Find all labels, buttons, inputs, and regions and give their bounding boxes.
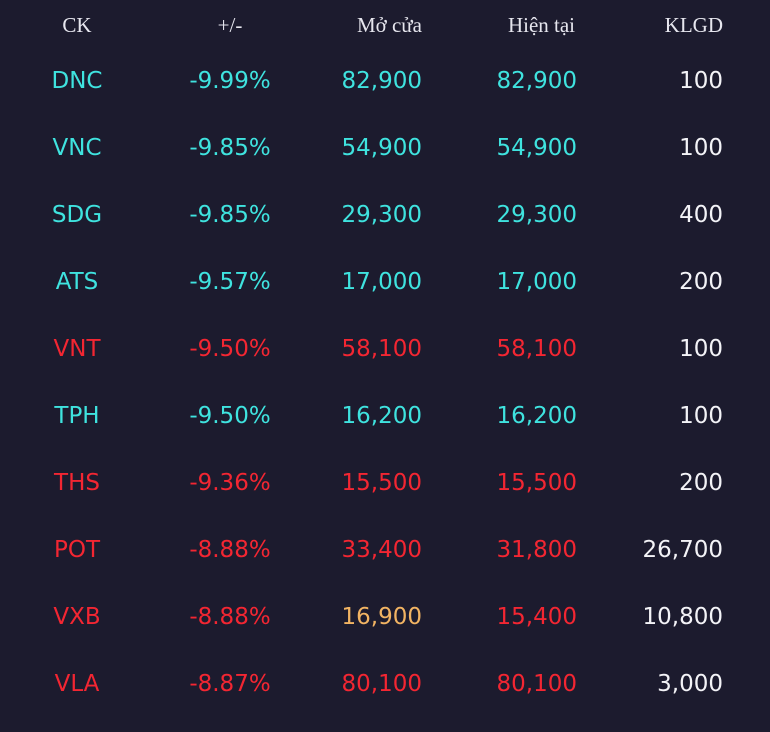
ticker-cell: VNT <box>53 336 101 362</box>
table-row[interactable]: DNC -9.99% 82,900 82,900 100 <box>0 50 770 117</box>
table-row[interactable]: VLA -8.87% 80,100 80,100 3,000 <box>0 653 770 720</box>
ticker-cell: VXB <box>53 604 101 630</box>
current-price-cell: 29,300 <box>496 202 577 228</box>
open-price-cell: 80,100 <box>341 671 422 697</box>
ticker-cell: TPH <box>54 403 100 429</box>
table-row[interactable]: VNC -9.85% 54,900 54,900 100 <box>0 117 770 184</box>
open-price-cell: 54,900 <box>341 135 422 161</box>
table-row[interactable]: VNT -9.50% 58,100 58,100 100 <box>0 318 770 385</box>
volume-cell: 100 <box>679 403 723 429</box>
change-percent-cell: -8.88% <box>189 604 271 630</box>
header-current: Hiện tại <box>507 13 575 37</box>
open-price-cell: 33,400 <box>341 537 422 563</box>
volume-cell: 26,700 <box>642 537 723 563</box>
table-row[interactable]: ATS -9.57% 17,000 17,000 200 <box>0 251 770 318</box>
header-open: Mở cửa <box>356 13 422 37</box>
table-header: CK +/- Mở cửa Hiện tại KLGD <box>0 0 770 50</box>
open-price-cell: 16,900 <box>341 604 422 630</box>
table-row[interactable]: VXB -8.88% 16,900 15,400 10,800 <box>0 586 770 653</box>
volume-cell: 100 <box>679 68 723 94</box>
change-percent-cell: -9.50% <box>189 336 271 362</box>
header-change: +/- <box>217 13 243 37</box>
volume-cell: 100 <box>679 135 723 161</box>
current-price-cell: 58,100 <box>496 336 577 362</box>
change-percent-cell: -8.88% <box>189 537 271 563</box>
change-percent-cell: -9.85% <box>189 135 271 161</box>
volume-cell: 3,000 <box>657 671 723 697</box>
change-percent-cell: -9.85% <box>189 202 271 228</box>
current-price-cell: 82,900 <box>496 68 577 94</box>
current-price-cell: 17,000 <box>496 269 577 295</box>
ticker-cell: ATS <box>55 269 99 295</box>
table-row[interactable]: TPH -9.50% 16,200 16,200 100 <box>0 385 770 452</box>
table-body: DNC -9.99% 82,900 82,900 100 VNC -9.85% 54,900 5… <box>0 50 770 720</box>
ticker-cell: VNC <box>52 135 102 161</box>
change-percent-cell: -9.99% <box>189 68 271 94</box>
ticker-cell: DNC <box>51 68 103 94</box>
volume-cell: 400 <box>679 202 723 228</box>
open-price-cell: 16,200 <box>341 403 422 429</box>
table-row[interactable]: THS -9.36% 15,500 15,500 200 <box>0 452 770 519</box>
current-price-cell: 80,100 <box>496 671 577 697</box>
header-volume: KLGD <box>664 13 723 37</box>
ticker-cell: SDG <box>51 202 103 228</box>
current-price-cell: 15,400 <box>496 604 577 630</box>
current-price-cell: 54,900 <box>496 135 577 161</box>
volume-cell: 200 <box>679 269 723 295</box>
header-ck: CK <box>62 13 92 37</box>
current-price-cell: 16,200 <box>496 403 577 429</box>
volume-cell: 200 <box>679 470 723 496</box>
ticker-cell: THS <box>54 470 100 496</box>
table-row[interactable]: SDG -9.85% 29,300 29,300 400 <box>0 184 770 251</box>
current-price-cell: 15,500 <box>496 470 577 496</box>
change-percent-cell: -9.36% <box>189 470 271 496</box>
volume-cell: 10,800 <box>642 604 723 630</box>
open-price-cell: 82,900 <box>341 68 422 94</box>
change-percent-cell: -9.57% <box>189 269 271 295</box>
ticker-cell: VLA <box>54 671 100 697</box>
open-price-cell: 29,300 <box>341 202 422 228</box>
change-percent-cell: -8.87% <box>189 671 271 697</box>
change-percent-cell: -9.50% <box>189 403 271 429</box>
volume-cell: 100 <box>679 336 723 362</box>
open-price-cell: 15,500 <box>341 470 422 496</box>
current-price-cell: 31,800 <box>496 537 577 563</box>
open-price-cell: 17,000 <box>341 269 422 295</box>
ticker-cell: POT <box>53 537 101 563</box>
open-price-cell: 58,100 <box>341 336 422 362</box>
table-row[interactable]: POT -8.88% 33,400 31,800 26,700 <box>0 519 770 586</box>
